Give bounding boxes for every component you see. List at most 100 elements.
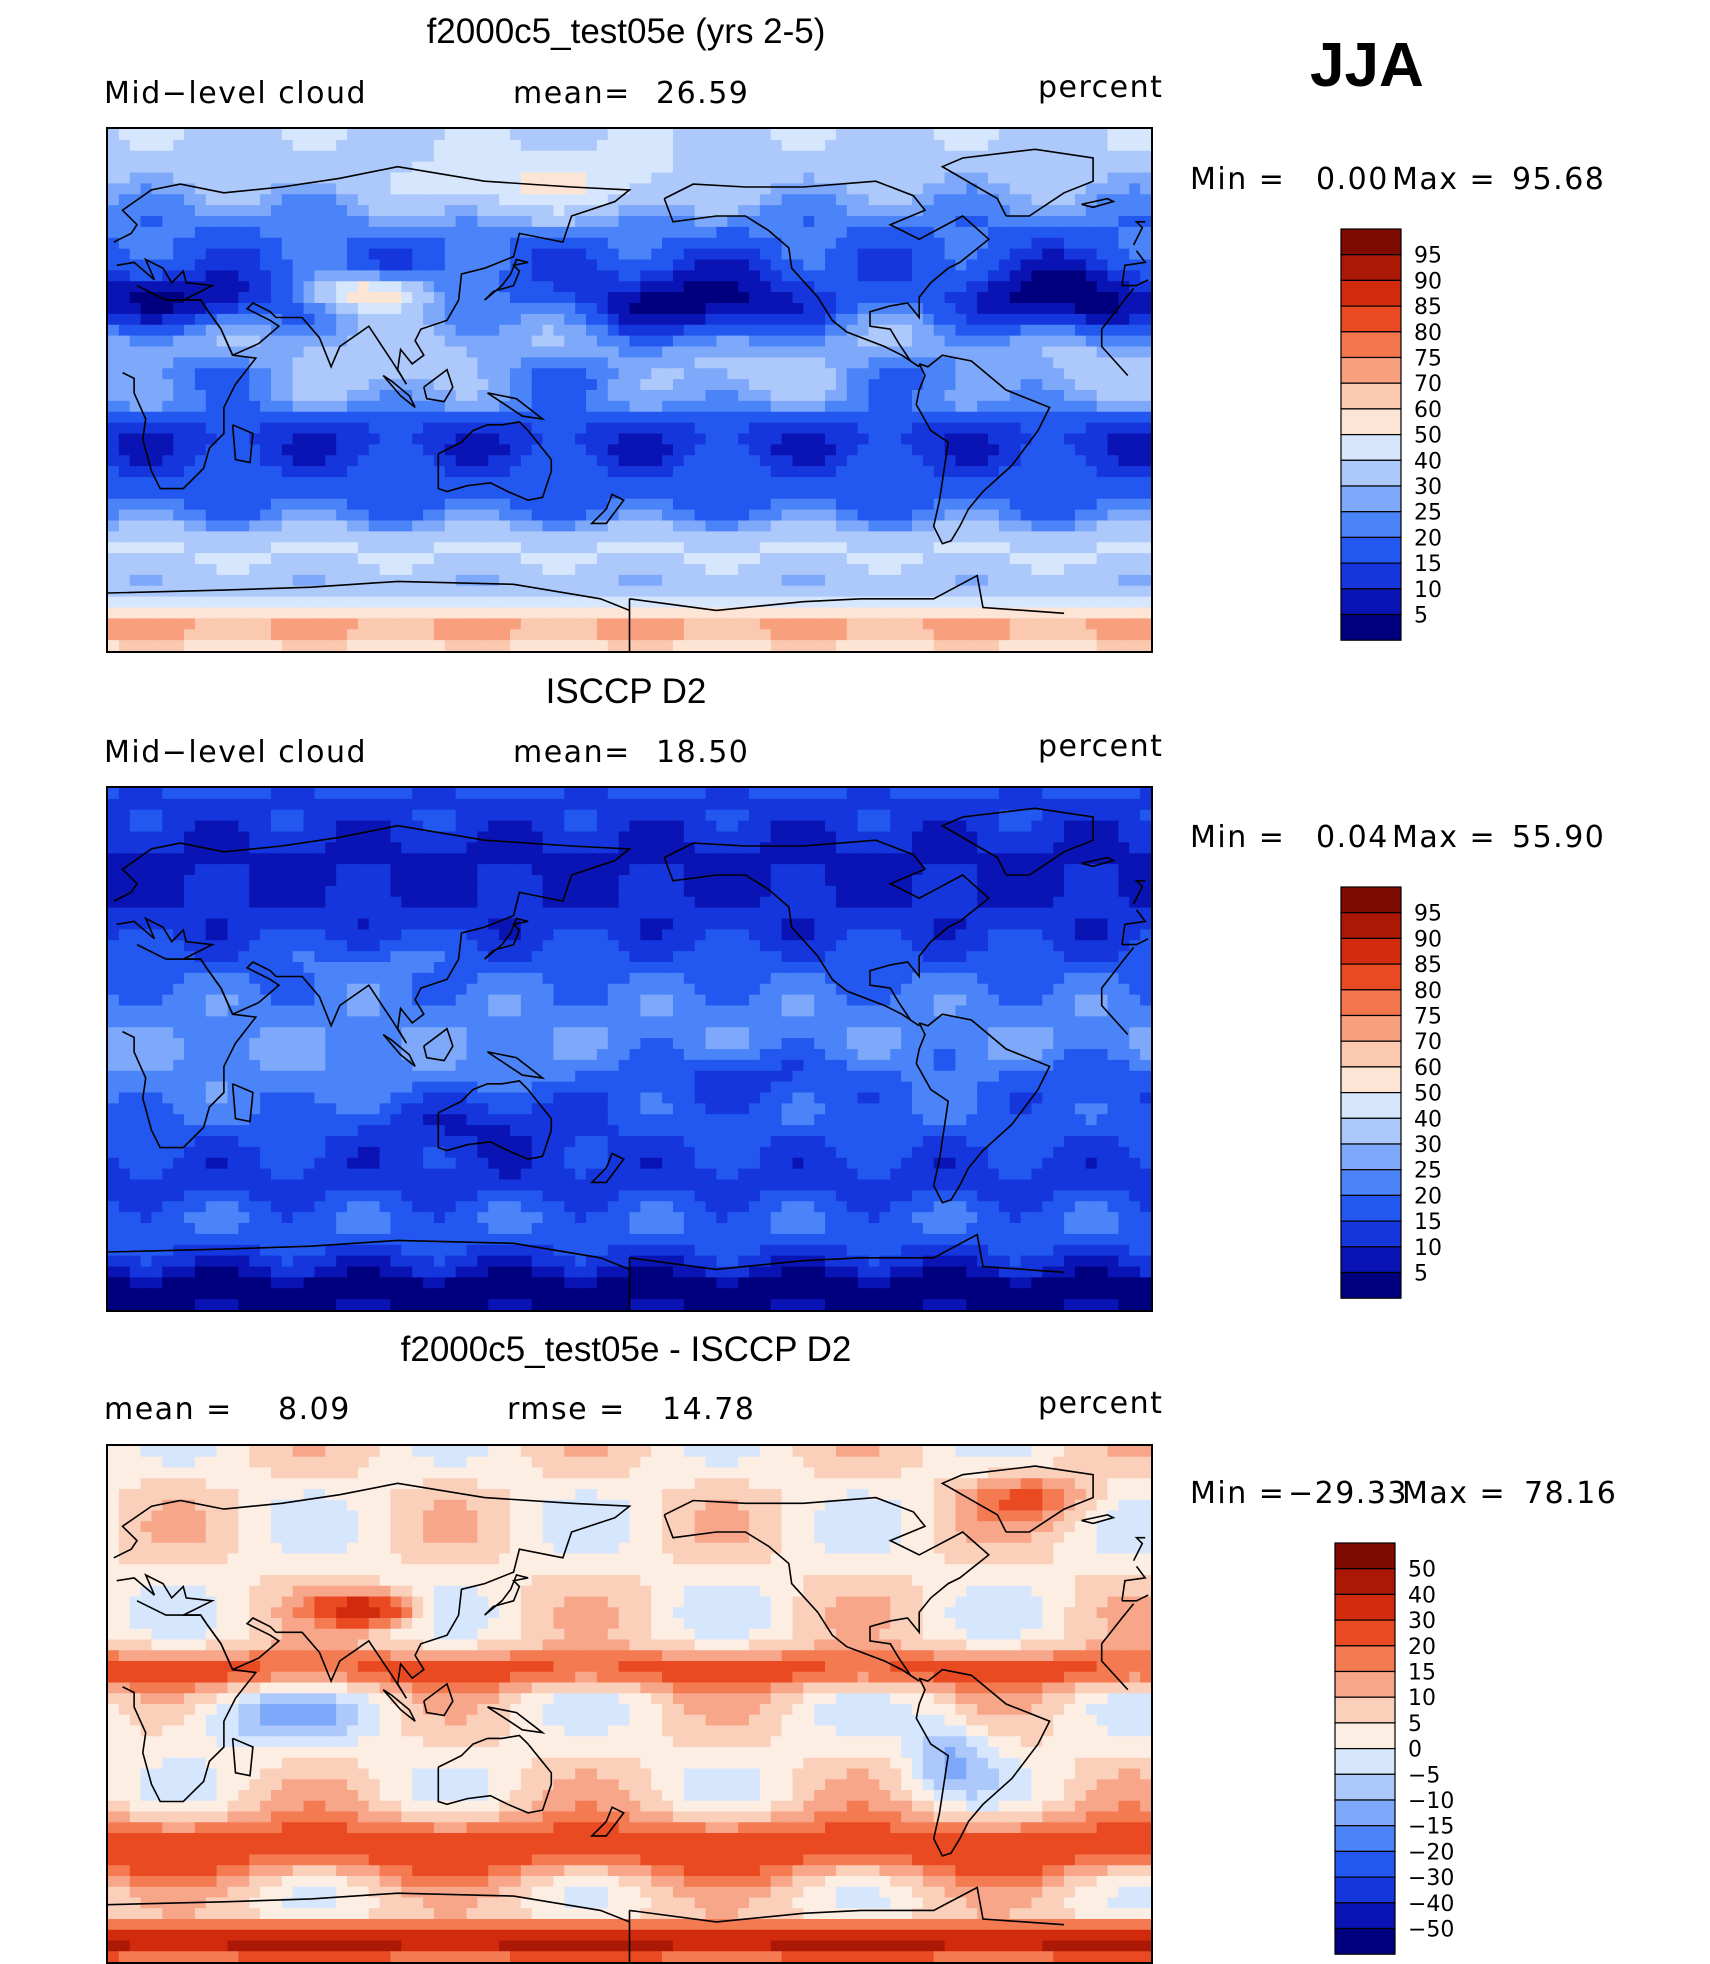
field-cell bbox=[977, 303, 989, 315]
field-cell bbox=[814, 216, 826, 228]
field-cell bbox=[749, 346, 761, 358]
field-cell bbox=[835, 455, 848, 467]
field-cell bbox=[781, 574, 794, 587]
field-cell bbox=[1129, 596, 1141, 609]
field-cell bbox=[336, 150, 348, 163]
field-cell bbox=[1074, 226, 1087, 239]
field-cell bbox=[509, 788, 522, 800]
field-cell bbox=[879, 531, 891, 543]
field-cell bbox=[433, 183, 446, 195]
field-cell bbox=[509, 618, 522, 630]
field-cell bbox=[1009, 607, 1022, 619]
field-cell bbox=[368, 161, 381, 174]
field-cell bbox=[966, 368, 978, 380]
field-cell bbox=[825, 596, 837, 609]
field-cell bbox=[944, 313, 957, 326]
field-cell bbox=[955, 444, 967, 456]
field-cell bbox=[499, 820, 511, 833]
field-cell bbox=[651, 129, 663, 141]
field-cell bbox=[988, 281, 1000, 293]
field-cell bbox=[314, 313, 326, 326]
field-cell bbox=[835, 509, 848, 522]
field-cell bbox=[727, 531, 739, 543]
field-cell bbox=[260, 411, 272, 424]
field-cell bbox=[596, 444, 609, 456]
field-cell bbox=[1042, 640, 1054, 651]
field-cell bbox=[1074, 161, 1087, 174]
field-cell bbox=[759, 335, 772, 348]
field-cell bbox=[607, 509, 620, 522]
field-cell bbox=[781, 400, 794, 413]
field-cell bbox=[1020, 422, 1033, 435]
field-cell bbox=[325, 433, 337, 445]
field-cell bbox=[596, 150, 609, 163]
field-cell bbox=[759, 640, 772, 651]
field-cell bbox=[738, 542, 750, 554]
field-cell bbox=[662, 542, 674, 554]
field-cell bbox=[390, 237, 402, 250]
field-cell bbox=[173, 788, 185, 800]
field-cell bbox=[433, 270, 446, 282]
field-cell bbox=[129, 596, 142, 609]
field-cell bbox=[1020, 809, 1033, 822]
field-cell bbox=[781, 161, 794, 174]
field-cell bbox=[1085, 183, 1098, 195]
field-cell bbox=[683, 368, 696, 380]
field-cell bbox=[205, 531, 218, 543]
field-cell bbox=[792, 259, 804, 271]
field-cell bbox=[140, 194, 153, 206]
field-cell bbox=[401, 150, 413, 163]
field-cell bbox=[607, 798, 620, 811]
field-cell bbox=[444, 553, 457, 565]
field-cell bbox=[173, 161, 185, 174]
field-cell bbox=[1053, 292, 1065, 304]
field-cell bbox=[336, 161, 348, 174]
field-cell bbox=[564, 183, 576, 195]
field-cell bbox=[618, 798, 631, 811]
field-cell bbox=[173, 574, 185, 587]
field-cell bbox=[901, 411, 913, 424]
field-cell bbox=[1107, 574, 1119, 587]
field-cell bbox=[347, 411, 359, 424]
field-cell bbox=[781, 585, 794, 598]
field-cell bbox=[911, 574, 924, 587]
field-cell bbox=[314, 139, 326, 152]
field-cell bbox=[1053, 194, 1065, 206]
field-cell bbox=[357, 618, 370, 630]
field-cell bbox=[814, 183, 826, 195]
field-cell bbox=[575, 379, 587, 391]
field-cell bbox=[1042, 368, 1054, 380]
field-cell bbox=[1107, 161, 1119, 174]
field-cell bbox=[879, 324, 891, 337]
field-cell bbox=[596, 335, 609, 348]
field-cell bbox=[955, 553, 967, 565]
field-cell bbox=[694, 270, 707, 282]
field-cell bbox=[292, 411, 305, 424]
field-cell bbox=[846, 357, 859, 369]
field-cell bbox=[314, 618, 326, 630]
field-cell bbox=[401, 139, 413, 152]
field-cell bbox=[933, 574, 946, 587]
field-cell bbox=[759, 564, 772, 576]
field-cell bbox=[1140, 183, 1151, 195]
field-cell bbox=[1129, 270, 1141, 282]
field-cell bbox=[651, 553, 663, 565]
field-cell bbox=[705, 172, 718, 184]
field-cell bbox=[629, 629, 641, 641]
field-cell bbox=[1085, 335, 1098, 348]
field-cell bbox=[618, 357, 631, 369]
field-cell bbox=[716, 346, 728, 358]
field-cell bbox=[564, 324, 576, 337]
field-cell bbox=[1064, 542, 1076, 554]
field-cell bbox=[607, 150, 620, 163]
field-cell bbox=[705, 183, 718, 195]
field-cell bbox=[1085, 172, 1098, 184]
field-cell bbox=[488, 640, 500, 651]
field-cell bbox=[249, 585, 261, 598]
field-cell bbox=[368, 129, 381, 141]
field-cell bbox=[292, 531, 305, 543]
coastline bbox=[437, 421, 553, 502]
field-cell bbox=[868, 411, 880, 424]
field-cell bbox=[270, 640, 283, 651]
field-cell bbox=[162, 259, 174, 271]
